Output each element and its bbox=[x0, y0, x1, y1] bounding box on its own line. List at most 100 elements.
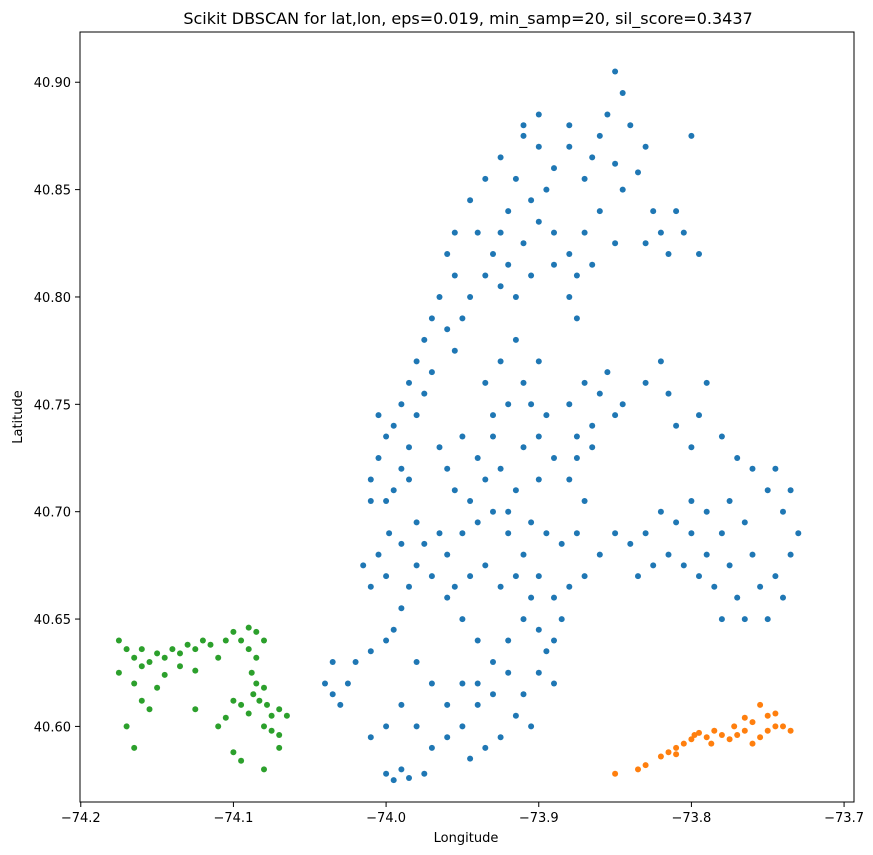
scatter-point-s0-204 bbox=[520, 691, 527, 698]
scatter-point-s1-10 bbox=[711, 727, 718, 734]
scatter-point-s0-112 bbox=[787, 551, 794, 558]
y-tick-label: 40.60 bbox=[34, 720, 71, 735]
scatter-point-s0-104 bbox=[718, 433, 725, 440]
scatter-point-s0-36 bbox=[474, 229, 481, 236]
scatter-point-s2-15 bbox=[222, 637, 229, 644]
scatter-point-s0-189 bbox=[367, 734, 374, 741]
scatter-point-s0-178 bbox=[322, 680, 328, 687]
scatter-point-s0-222 bbox=[535, 433, 542, 440]
scatter-point-s0-127 bbox=[612, 530, 619, 537]
scatter-point-s1-16 bbox=[665, 749, 672, 756]
scatter-point-s0-165 bbox=[451, 583, 458, 590]
scatter-point-s0-220 bbox=[490, 433, 496, 440]
scatter-point-s0-236 bbox=[386, 530, 393, 537]
scatter-point-s1-27 bbox=[635, 766, 641, 773]
scatter-point-s0-62 bbox=[413, 412, 420, 419]
scatter-point-s0-29 bbox=[589, 261, 596, 268]
scatter-point-s2-48 bbox=[177, 663, 183, 670]
scatter-point-s1-0 bbox=[757, 701, 764, 708]
scatter-point-s0-94 bbox=[573, 433, 580, 440]
scatter-point-s0-160 bbox=[467, 573, 474, 580]
scatter-point-s2-32 bbox=[276, 732, 283, 738]
scatter-point-s0-135 bbox=[741, 616, 748, 623]
scatter-point-s0-70 bbox=[673, 208, 680, 215]
scatter-point-s1-14 bbox=[680, 740, 687, 747]
scatter-point-s0-132 bbox=[726, 562, 733, 569]
scatter-point-s0-232 bbox=[573, 530, 580, 537]
scatter-point-s2-18 bbox=[245, 624, 252, 631]
scatter-point-s0-64 bbox=[428, 369, 435, 376]
scatter-point-s1-25 bbox=[708, 740, 715, 747]
scatter-point-s1-19 bbox=[764, 727, 771, 734]
scatter-point-s0-111 bbox=[795, 530, 802, 537]
x-tick-label: −73.9 bbox=[519, 811, 559, 826]
scatter-point-s0-118 bbox=[741, 519, 748, 526]
scatter-point-s0-237 bbox=[383, 573, 390, 580]
scatter-point-s0-221 bbox=[520, 444, 527, 451]
scatter-point-s0-192 bbox=[383, 770, 390, 777]
scatter-point-s0-13 bbox=[535, 143, 542, 150]
x-tick-label: −74.1 bbox=[214, 811, 254, 826]
scatter-point-s0-181 bbox=[428, 680, 435, 687]
scatter-point-s0-214 bbox=[467, 498, 474, 504]
scatter-point-s0-157 bbox=[520, 616, 527, 623]
scatter-point-s2-40 bbox=[238, 757, 245, 764]
scatter-point-s0-233 bbox=[367, 583, 374, 590]
scatter-point-s0-120 bbox=[718, 530, 725, 537]
scatter-point-s0-89 bbox=[566, 401, 573, 408]
scatter-point-s2-26 bbox=[256, 697, 263, 704]
scatter-point-s0-212 bbox=[497, 465, 504, 472]
scatter-point-s0-106 bbox=[749, 465, 756, 472]
scatter-point-s2-24 bbox=[253, 680, 260, 687]
scatter-point-s0-60 bbox=[398, 465, 405, 472]
scatter-point-s0-162 bbox=[497, 583, 504, 590]
scatter-point-s0-139 bbox=[688, 530, 695, 537]
scatter-point-s0-144 bbox=[535, 573, 542, 580]
scatter-point-s0-228 bbox=[535, 476, 542, 483]
scatter-point-s0-46 bbox=[444, 251, 451, 257]
scatter-point-s0-136 bbox=[703, 551, 710, 558]
scatter-point-s1-11 bbox=[703, 734, 710, 741]
scatter-point-s2-17 bbox=[238, 637, 245, 644]
scatter-point-s0-145 bbox=[520, 551, 527, 558]
scatter-point-s0-219 bbox=[474, 455, 481, 461]
scatter-point-s0-1 bbox=[619, 90, 626, 96]
scatter-point-s0-9 bbox=[619, 186, 626, 193]
scatter-point-s0-169 bbox=[406, 583, 412, 590]
scatter-point-s2-54 bbox=[154, 684, 161, 691]
scatter-point-s0-148 bbox=[474, 519, 481, 526]
scatter-point-s1-15 bbox=[673, 744, 680, 751]
scatter-point-s0-238 bbox=[398, 540, 405, 547]
scatter-point-s0-105 bbox=[734, 455, 741, 461]
scatter-point-s2-3 bbox=[138, 663, 145, 670]
scatter-point-s0-190 bbox=[398, 766, 405, 773]
scatter-point-s0-67 bbox=[367, 498, 374, 504]
scatter-point-s0-117 bbox=[749, 551, 756, 558]
scatter-point-s0-23 bbox=[535, 218, 542, 225]
scatter-point-s0-191 bbox=[390, 777, 397, 784]
scatter-point-s1-3 bbox=[772, 723, 779, 730]
scatter-point-s0-51 bbox=[451, 347, 458, 354]
scatter-point-s0-63 bbox=[421, 390, 428, 397]
scatter-point-s0-79 bbox=[566, 294, 573, 300]
scatter-point-s0-20 bbox=[490, 251, 496, 257]
scatter-point-s2-1 bbox=[123, 646, 130, 653]
scatter-point-s0-95 bbox=[604, 369, 611, 376]
scatter-point-s0-163 bbox=[512, 573, 519, 580]
scatter-point-s0-159 bbox=[551, 637, 557, 644]
scatter-point-s0-84 bbox=[482, 379, 489, 386]
scatter-point-s0-74 bbox=[642, 240, 649, 247]
x-axis-label: Longitude bbox=[434, 831, 499, 846]
scatter-point-s2-29 bbox=[268, 712, 275, 719]
scatter-point-s2-4 bbox=[138, 646, 145, 653]
y-axis: 40.60 40.65 40.70 40.75 40.80 40.85 40.90 bbox=[34, 76, 80, 735]
scatter-point-s1-29 bbox=[642, 762, 649, 769]
scatter-point-s0-180 bbox=[413, 659, 420, 665]
scatter-point-s0-208 bbox=[543, 648, 550, 655]
scatter-point-s2-51 bbox=[283, 712, 290, 719]
scatter-point-s0-97 bbox=[642, 379, 649, 386]
scatter-point-s0-15 bbox=[543, 186, 550, 193]
scatter-point-s0-54 bbox=[406, 379, 412, 386]
scatter-point-s0-179 bbox=[329, 659, 336, 665]
